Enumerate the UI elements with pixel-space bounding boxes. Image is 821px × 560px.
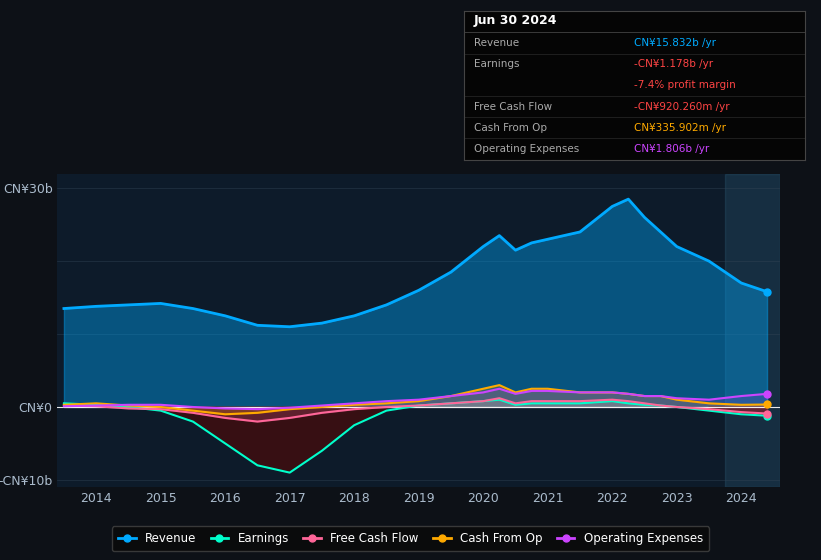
- Text: -CN¥920.260m /yr: -CN¥920.260m /yr: [635, 101, 730, 111]
- Text: CN¥15.832b /yr: CN¥15.832b /yr: [635, 38, 716, 48]
- Text: Revenue: Revenue: [474, 38, 519, 48]
- Text: Operating Expenses: Operating Expenses: [474, 144, 580, 154]
- Text: Jun 30 2024: Jun 30 2024: [474, 14, 557, 27]
- Text: Cash From Op: Cash From Op: [474, 123, 547, 133]
- Text: CN¥1.806b /yr: CN¥1.806b /yr: [635, 144, 709, 154]
- Text: -CN¥1.178b /yr: -CN¥1.178b /yr: [635, 59, 713, 69]
- Text: CN¥335.902m /yr: CN¥335.902m /yr: [635, 123, 727, 133]
- Legend: Revenue, Earnings, Free Cash Flow, Cash From Op, Operating Expenses: Revenue, Earnings, Free Cash Flow, Cash …: [112, 526, 709, 551]
- Text: Earnings: Earnings: [474, 59, 520, 69]
- Bar: [725, 174, 780, 487]
- Text: Free Cash Flow: Free Cash Flow: [474, 101, 553, 111]
- Text: -7.4% profit margin: -7.4% profit margin: [635, 81, 736, 90]
